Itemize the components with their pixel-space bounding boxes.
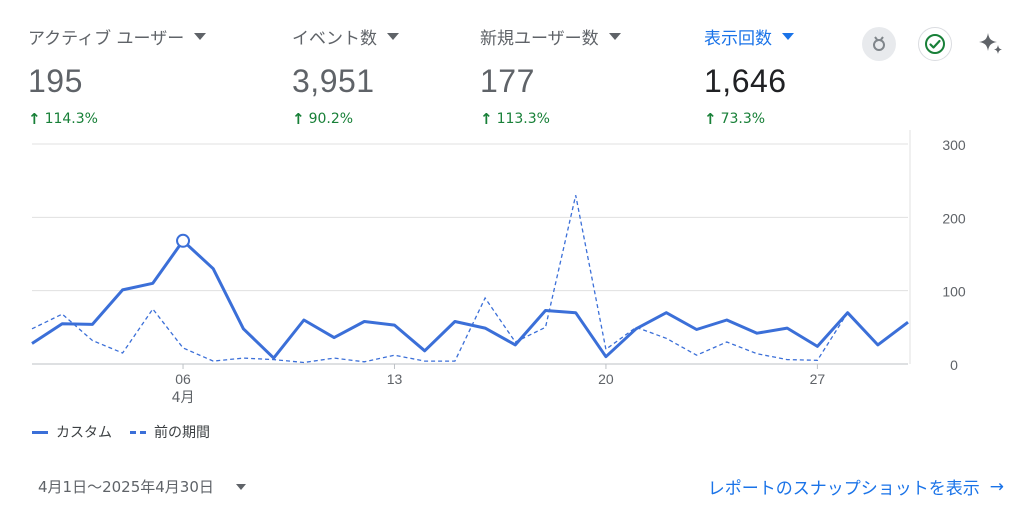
x-tick-label: 06: [175, 371, 191, 387]
arrow-up-icon: ↑: [704, 110, 717, 128]
metric-change: ↑ 73.3%: [704, 110, 766, 128]
chevron-down-icon: [782, 33, 794, 40]
series-custom-line: [31, 239, 909, 360]
chart-legend: カスタム 前の期間: [32, 422, 210, 442]
x-axis-labels: 06 4月 13 20 27: [172, 364, 826, 406]
metric-value: 1,646: [704, 63, 787, 99]
metric-label: アクティブ ユーザー: [28, 24, 207, 49]
solid-line-swatch: [32, 430, 48, 434]
date-range-label: 4月1日〜2025年4月30日: [38, 478, 214, 496]
line-chart: 0 100 200 300 06 4月 13 20 27: [31, 130, 966, 406]
series-previous-period-line: [31, 195, 849, 364]
arrow-up-icon: ↑: [28, 110, 41, 128]
legend-item-previous[interactable]: 前の期間: [130, 422, 210, 442]
legend-label: 前の期間: [154, 425, 210, 441]
check-circle-icon[interactable]: [918, 27, 952, 61]
y-axis-labels: 0 100 200 300: [942, 137, 966, 373]
metric-change: ↑ 114.3%: [28, 110, 98, 128]
metric-new-users[interactable]: 新規ユーザー数 177 ↑ 113.3%: [480, 24, 621, 128]
arrow-up-icon: ↑: [480, 110, 493, 128]
y-tick-label: 200: [942, 210, 966, 226]
metric-value: 3,951: [292, 63, 375, 99]
metric-value: 195: [28, 63, 83, 99]
metric-active-users[interactable]: アクティブ ユーザー 195 ↑ 114.3%: [28, 24, 207, 128]
view-snapshot-link[interactable]: レポートのスナップショットを表示 →: [707, 474, 1004, 500]
dashed-line-swatch: [130, 430, 146, 434]
y-tick-label: 100: [942, 284, 966, 300]
arrow-right-icon: →: [989, 476, 1004, 497]
metric-label: 表示回数: [704, 24, 794, 49]
x-tick-label: 13: [387, 371, 403, 387]
snapshot-link-label: レポートのスナップショットを表示: [707, 479, 980, 499]
metric-event-count[interactable]: イベント数 3,951 ↑ 90.2%: [292, 24, 399, 128]
chevron-down-icon: [608, 33, 621, 40]
metric-value: 177: [480, 63, 535, 99]
date-range-selector[interactable]: 4月1日〜2025年4月30日: [38, 476, 246, 497]
chevron-down-icon: [235, 483, 246, 490]
chart-grid: [32, 130, 911, 365]
award-badge-icon[interactable]: [862, 27, 896, 61]
legend-label: カスタム: [56, 425, 112, 441]
metric-views[interactable]: 表示回数 1,646 ↑ 73.3%: [704, 24, 794, 128]
metric-label: イベント数: [292, 24, 399, 49]
chevron-down-icon: [194, 33, 207, 40]
x-tick-label: 20: [598, 371, 614, 387]
metrics-row: アクティブ ユーザー 195 ↑ 114.3% イベント数 3,951 ↑ 90.2…: [0, 0, 1024, 130]
arrow-up-icon: ↑: [292, 110, 305, 128]
x-tick-label: 27: [810, 371, 826, 387]
legend-item-custom[interactable]: カスタム: [32, 422, 112, 442]
x-tick-sublabel: 4月: [172, 390, 195, 406]
metric-change: ↑ 90.2%: [292, 110, 354, 128]
metric-change: ↑ 113.3%: [480, 110, 550, 128]
highlighted-data-point: [176, 233, 191, 248]
sparkle-icon[interactable]: [974, 27, 1008, 61]
y-tick-label: 0: [950, 357, 958, 373]
metric-label: 新規ユーザー数: [480, 24, 621, 49]
y-tick-label: 300: [942, 137, 966, 153]
series-points: [176, 233, 191, 248]
chevron-down-icon: [387, 33, 399, 40]
